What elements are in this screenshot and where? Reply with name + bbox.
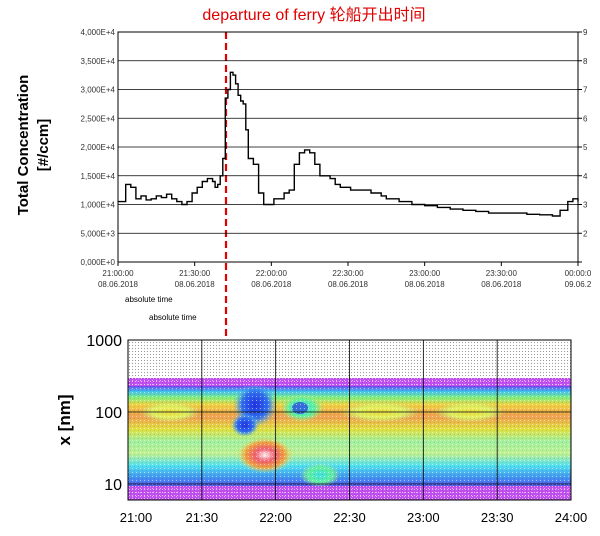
line-chart-x-ticks: 21:00:00 08.06.2018 21:30:00 08.06.2018 22:0… [98, 262, 592, 289]
x-tick-label-time: 21:30:00 [179, 269, 211, 278]
heatmap-x-tick-label: 23:30 [481, 510, 514, 525]
y-tick-label: 0,000E+0 [81, 258, 116, 267]
heatmap-x-tick-label: 22:30 [333, 510, 366, 525]
heatmap-x-tick-label: 22:00 [259, 510, 292, 525]
right-axis-tick-label: 7 [583, 86, 588, 95]
line-chart-gridlines [118, 60, 578, 234]
line-chart-right-axis-ticks: 2 3 4 5 6 7 8 9 [578, 28, 588, 263]
heatmap-y-tick-label: 10 [104, 477, 122, 494]
heatmap-x-tick-label: 23:00 [407, 510, 440, 525]
x-tick-label-time: 23:00:00 [409, 269, 441, 278]
x-tick-label-time: 00:00:0 [565, 269, 592, 278]
heatmap-y-tick-label: 100 [95, 405, 122, 422]
y-tick-label: 5,000E+3 [81, 229, 116, 238]
line-chart-y-ticks: 0,000E+0 5,000E+3 1,000E+4 1,500E+4 2,000E+4… [81, 28, 116, 267]
x-tick-label-time: 22:30:00 [332, 269, 364, 278]
y-axis-label-line2: [#/ccm] [35, 119, 52, 172]
y-tick-label: 1,500E+4 [81, 172, 116, 181]
x-tick-label-time: 22:00:00 [256, 269, 288, 278]
x-tick-label-date: 08.06.2018 [175, 280, 216, 289]
x-tick-label-date: 08.06.2018 [405, 280, 446, 289]
heatmap-x-ticks: 21:00 21:30 22:00 22:30 23:00 23:30 24:00 [120, 510, 588, 525]
x-axis-label-absolute-time: absolute time [125, 295, 173, 304]
heatmap-x-tick-label: 21:00 [120, 510, 153, 525]
heatmap-y-ticks: 1000 100 10 [86, 333, 122, 494]
x-tick-label-time: 23:30:00 [486, 269, 518, 278]
line-chart-plot-frame [117, 31, 579, 263]
heatmap-y-tick-label: 1000 [86, 333, 122, 350]
y-tick-label: 1,000E+4 [81, 201, 116, 210]
x-tick-label-date: 08.06.2018 [251, 280, 292, 289]
x-tick-label-time: 21:00:00 [102, 269, 134, 278]
x-axis-label-absolute-time-secondary: absolute time [149, 313, 197, 322]
right-axis-tick-label: 9 [583, 28, 588, 37]
line-chart: Total Concentration [#/ccm] 0,000E+0 5,00… [15, 28, 592, 322]
heatmap-y-axis-label: x [nm] [55, 395, 74, 446]
right-axis-tick-label: 6 [583, 114, 588, 123]
y-axis-label-line1: Total Concentration [15, 75, 32, 216]
heatmap-plot-frame [127, 339, 572, 501]
right-axis-tick-label: 5 [583, 143, 588, 152]
y-tick-label: 4,000E+4 [81, 28, 116, 37]
right-axis-tick-label: 2 [583, 229, 588, 238]
heatmap-x-tick-label: 24:00 [555, 510, 588, 525]
x-tick-label-date: 09.06.2 [565, 280, 592, 289]
y-tick-label: 2,000E+4 [81, 143, 116, 152]
right-axis-tick-label: 3 [583, 201, 588, 210]
y-tick-label: 2,500E+4 [81, 114, 116, 123]
y-tick-label: 3,000E+4 [81, 86, 116, 95]
x-tick-label-date: 08.06.2018 [481, 280, 522, 289]
x-tick-label-date: 08.06.2018 [328, 280, 369, 289]
heatmap-chart: x [nm] 1000 100 10 21:00 21:30 22:00 22:30 23:… [55, 333, 587, 525]
y-tick-label: 3,500E+4 [81, 57, 116, 66]
right-axis-tick-label: 4 [583, 172, 588, 181]
heatmap-x-tick-label: 21:30 [186, 510, 219, 525]
right-axis-tick-label: 8 [583, 57, 588, 66]
annotation-text: departure of ferry 轮船开出时间 [202, 6, 425, 24]
series-line-total-concentration [118, 71, 579, 217]
x-tick-label-date: 08.06.2018 [98, 280, 139, 289]
